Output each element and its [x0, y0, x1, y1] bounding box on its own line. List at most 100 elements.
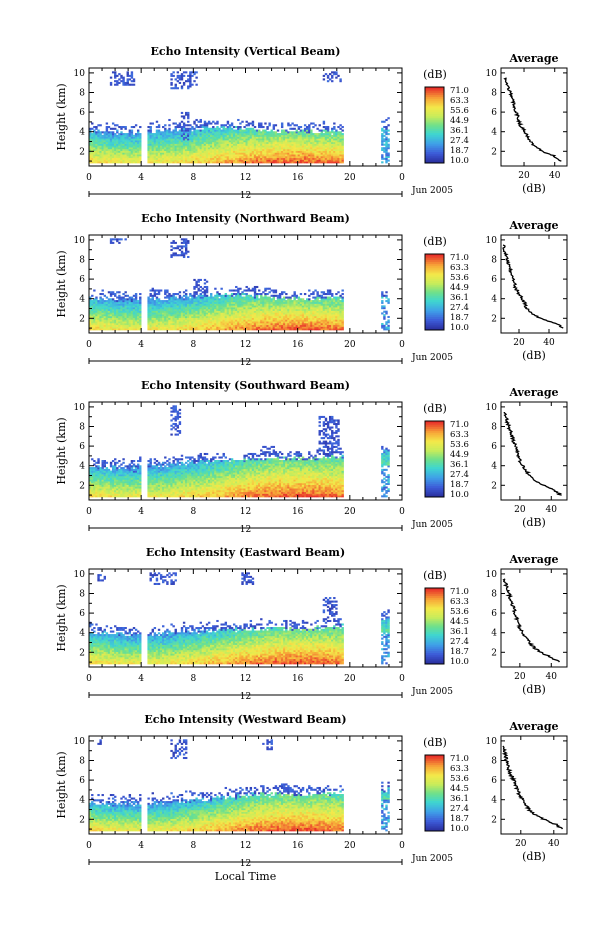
heatmap-cell — [237, 144, 239, 146]
heatmap-cell — [246, 302, 248, 304]
heatmap-cell — [183, 291, 185, 293]
heatmap-cell — [185, 154, 187, 156]
heatmap-cell — [306, 138, 308, 140]
heatmap-cell — [296, 316, 298, 318]
heatmap-cell — [170, 73, 172, 75]
heatmap-cell — [170, 254, 172, 256]
heatmap-cell — [277, 316, 279, 318]
heatmap-cell — [381, 137, 383, 139]
heatmap-cell — [127, 314, 129, 316]
heatmap-cell — [181, 298, 183, 300]
heatmap-cell — [262, 147, 264, 149]
heatmap-cell — [187, 311, 189, 313]
heatmap-cell — [252, 160, 254, 162]
heatmap-cell — [168, 152, 170, 154]
heatmap-cell — [150, 321, 152, 323]
heatmap-cell — [262, 152, 264, 154]
heatmap-cell — [319, 130, 321, 132]
heatmap-cell — [254, 293, 256, 295]
heatmap-cell — [260, 142, 262, 144]
heatmap-cell — [302, 135, 304, 137]
heatmap-cell — [258, 137, 260, 139]
heatmap-cell — [172, 321, 174, 323]
heatmap-cell — [198, 121, 200, 123]
heatmap-cell — [135, 327, 137, 329]
heatmap-cell — [129, 75, 131, 77]
heatmap-cell — [256, 318, 258, 320]
heatmap-cell — [304, 156, 306, 158]
heatmap-cell — [120, 154, 122, 156]
heatmap-cell — [179, 321, 181, 323]
heatmap-cell — [112, 149, 114, 151]
heatmap-cell — [218, 323, 220, 325]
heatmap-cell — [260, 314, 262, 316]
heatmap-cell — [127, 160, 129, 162]
heatmap-cell — [181, 323, 183, 325]
heatmap-cell — [220, 309, 222, 311]
heatmap-cell — [189, 75, 191, 77]
heatmap-cell — [237, 312, 239, 314]
heatmap-cell — [97, 319, 99, 321]
heatmap-cell — [337, 154, 339, 156]
heatmap-cell — [102, 144, 104, 146]
heatmap-cell — [271, 316, 273, 318]
heatmap-cell — [260, 149, 262, 151]
heatmap-cell — [256, 149, 258, 151]
heatmap-cell — [289, 300, 291, 302]
heatmap-cell — [229, 318, 231, 320]
heatmap-cell — [285, 142, 287, 144]
heatmap-cell — [156, 323, 158, 325]
heatmap-cell — [310, 314, 312, 316]
heatmap-cell — [108, 323, 110, 325]
heatmap-cell — [266, 328, 268, 330]
heatmap-cell — [108, 305, 110, 307]
heatmap-cell — [158, 314, 160, 316]
heatmap-cell — [237, 325, 239, 327]
heatmap-cell — [150, 309, 152, 311]
heatmap-cell — [106, 128, 108, 130]
heatmap-cell — [298, 302, 300, 304]
heatmap-cell — [193, 314, 195, 316]
heatmap-cell — [152, 318, 154, 320]
heatmap-cell — [147, 137, 149, 139]
heatmap-cell — [164, 128, 166, 130]
heatmap-cell — [195, 160, 197, 162]
heatmap-cell — [97, 154, 99, 156]
heatmap-cell — [216, 144, 218, 146]
heatmap-cell — [177, 142, 179, 144]
heatmap-cell — [110, 144, 112, 146]
heatmap-cell — [235, 325, 237, 327]
heatmap-cell — [264, 145, 266, 147]
heatmap-cell — [118, 314, 120, 316]
heatmap-cell — [254, 311, 256, 313]
heatmap-cell — [279, 295, 281, 297]
heatmap-cell — [310, 158, 312, 160]
heatmap-cell — [210, 160, 212, 162]
heatmap-cell — [266, 314, 268, 316]
heatmap-cell — [300, 309, 302, 311]
heatmap-cell — [200, 304, 202, 306]
heatmap-cell — [193, 137, 195, 139]
heatmap-cell — [110, 305, 112, 307]
heatmap-cell — [179, 147, 181, 149]
heatmap-cell — [325, 158, 327, 160]
heatmap-cell — [241, 151, 243, 153]
heatmap-cell — [99, 309, 101, 311]
heatmap-cell — [314, 161, 316, 163]
heatmap-cell — [108, 140, 110, 142]
heatmap-cell — [204, 158, 206, 160]
heatmap-cell — [116, 137, 118, 139]
heatmap-cell — [285, 325, 287, 327]
heatmap-cell — [191, 311, 193, 313]
heatmap-cell — [237, 135, 239, 137]
heatmap-cell — [206, 319, 208, 321]
heatmap-cell — [279, 300, 281, 302]
heatmap-cell — [235, 140, 237, 142]
heatmap-cell — [102, 152, 104, 154]
heatmap-cell — [175, 135, 177, 137]
heatmap-cell — [281, 152, 283, 154]
heatmap-cell — [220, 126, 222, 128]
heatmap-cell — [114, 152, 116, 154]
heatmap-cell — [296, 325, 298, 327]
heatmap-cell — [264, 130, 266, 132]
